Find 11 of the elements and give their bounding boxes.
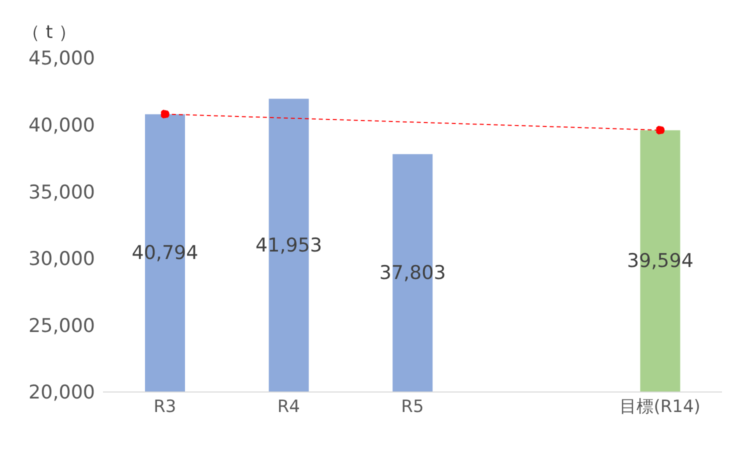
y-axis-title: （ t ） [22, 21, 77, 44]
y-tick-label: 30,000 [28, 248, 95, 270]
y-tick-label: 45,000 [28, 48, 95, 70]
y-tick-label: 40,000 [28, 114, 95, 137]
x-tick-label: R3 [154, 397, 176, 418]
x-tick-label: R5 [401, 397, 424, 418]
x-tick-label: 目標(R14) [620, 397, 700, 418]
y-tick-label: 35,000 [28, 181, 95, 204]
x-tick-label: R4 [277, 397, 300, 418]
y-tick-label: 20,000 [28, 382, 95, 404]
y-tick-label: 25,000 [28, 314, 95, 337]
